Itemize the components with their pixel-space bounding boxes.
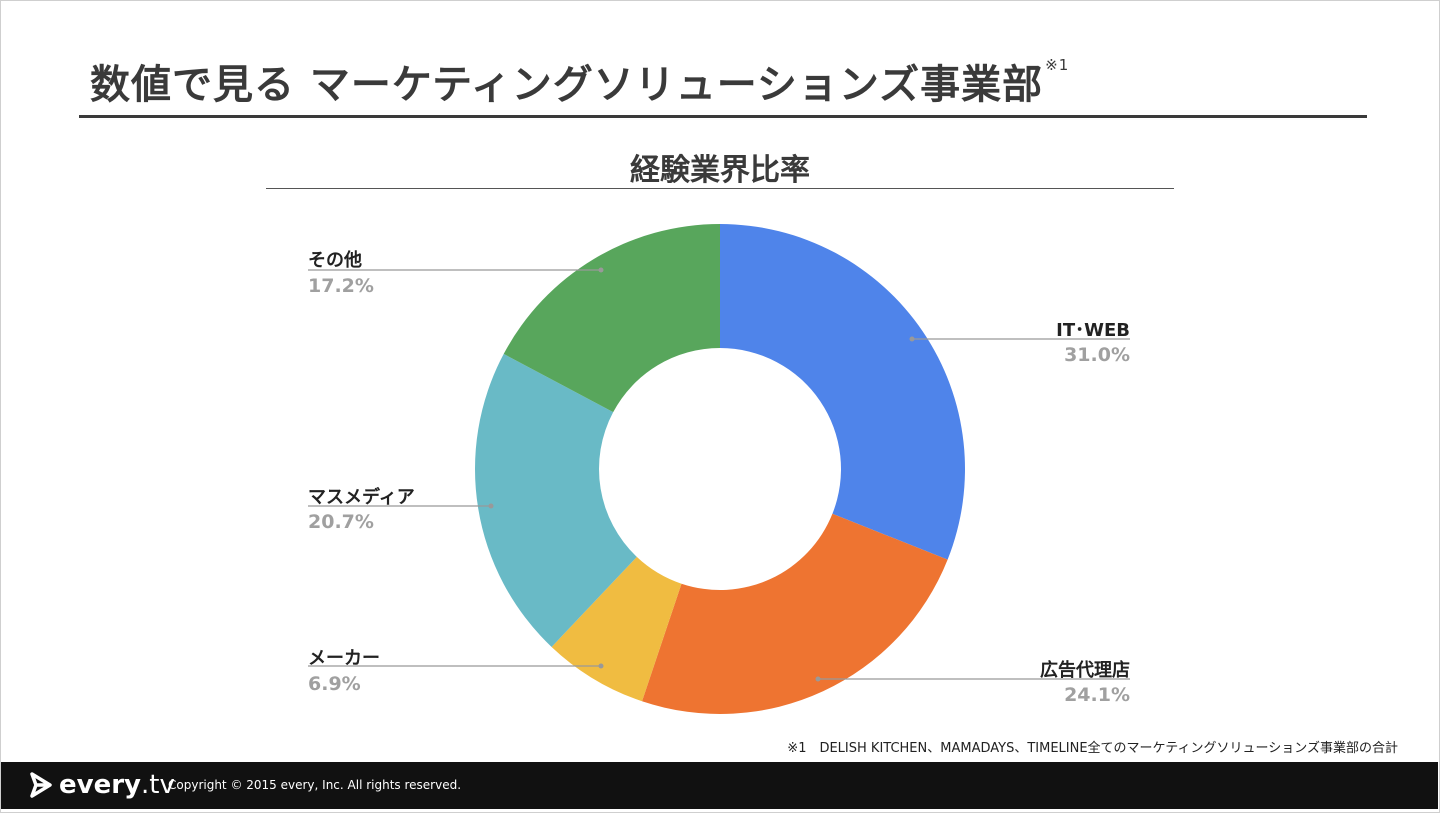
slice-mass-media <box>475 353 637 647</box>
slide-title: 数値で見る マーケティングソリューションズ事業部 ※1 <box>90 52 1069 110</box>
slice-other <box>503 224 720 413</box>
label-it-web: IT･WEB <box>1056 320 1130 341</box>
footer-bar: every.tv Copyright © 2015 every, Inc. Al… <box>1 762 1438 809</box>
slice-maker <box>551 556 682 702</box>
logo-text: every <box>59 770 141 800</box>
label-mass-media: マスメディア <box>308 487 415 508</box>
leader-dot-it-web <box>909 336 915 342</box>
play-logo-icon <box>30 772 52 798</box>
leader-dot-maker <box>598 663 604 669</box>
leader-dot-mass-media <box>488 503 494 509</box>
label-other: その他 <box>308 250 362 271</box>
label-maker: メーカー <box>308 648 380 669</box>
slide-title-text: 数値で見る マーケティングソリューションズ事業部 <box>90 62 1044 108</box>
chart-title: 経験業界比率 <box>630 153 810 188</box>
pct-it-web: 31.0% <box>1064 344 1130 366</box>
logo-suffix: .tv <box>141 770 175 800</box>
label-ad-agency: 広告代理店 <box>1040 660 1130 681</box>
leader-dot-other <box>598 267 604 273</box>
footnote: ※1 DELISH KITCHEN、MAMADAYS、TIMELINE全てのマー… <box>787 741 1398 756</box>
title-divider <box>79 115 1367 118</box>
pct-other: 17.2% <box>308 275 374 297</box>
chart-title-divider <box>266 188 1174 189</box>
copyright: Copyright © 2015 every, Inc. All rights … <box>168 778 462 792</box>
pct-ad-agency: 24.1% <box>1064 684 1130 706</box>
title-footnote-mark: ※1 <box>1045 56 1070 74</box>
pct-maker: 6.9% <box>308 673 361 695</box>
pct-mass-media: 20.7% <box>308 511 374 533</box>
slice-it-web <box>720 224 965 560</box>
slice-ad-agency <box>642 513 948 714</box>
every-tv-logo: every.tv <box>29 770 175 800</box>
leader-dot-ad-agency <box>815 676 821 682</box>
